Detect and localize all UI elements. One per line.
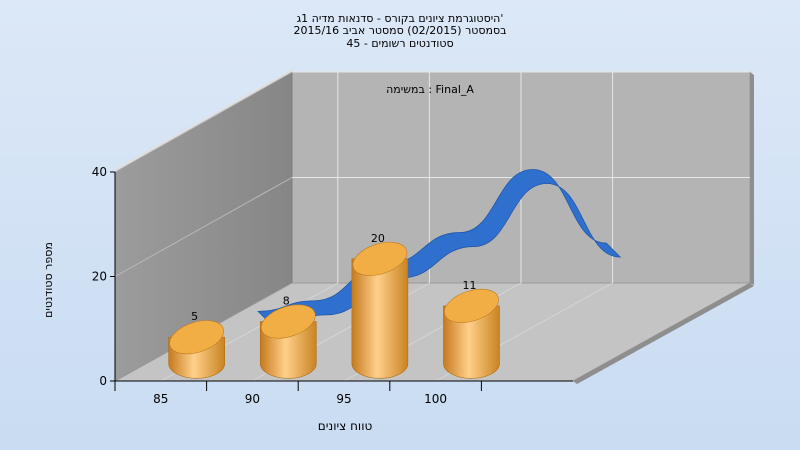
bar-body-95 [351,258,409,379]
chart-annotation: במשימה : Final_A [386,83,474,96]
x-tick-label-100: 100 [424,392,447,406]
chart-title-line-3: סטודנטים רשומים - 45 [346,37,454,50]
bar-top-85 [169,320,224,355]
x-axis-label: טווח ציונים [318,419,373,433]
bar-series: 5 8 20 11 [168,232,500,379]
bar-85 [168,320,225,379]
bar-value-label-100: 11 [462,279,476,292]
bar-top-90 [260,304,316,339]
x-tick-label-90: 90 [245,392,260,406]
y-axis-label: מספר סטודנטים [42,242,55,318]
x-tick-label-85: 85 [153,392,168,406]
back-wall-edge [750,72,754,285]
y-tick-label-20: 20 [92,270,107,284]
bar-100 [443,288,500,379]
bar-95 [351,241,409,379]
x-tick-label-95: 95 [336,392,351,406]
bar-90 [259,304,317,379]
chart-title-line-1: היסטוגרמת ציונים בקורס - סדנאות מדיה 1ג' [296,12,504,25]
bar-top-100 [444,288,499,323]
floor-edge [573,283,754,384]
bar-top-95 [352,241,408,276]
y-tick-label-0: 0 [99,374,107,388]
bar-value-label-85: 5 [191,310,198,323]
left-wall-edge [115,68,294,172]
bar-value-label-95: 20 [371,232,385,245]
y-tick-label-40: 40 [92,165,107,179]
grid-line-left-2 [114,71,293,173]
chart-title-line-2: בסמסטר (02/2015) סמסטר אביב 2015/16 [293,24,507,37]
grid-line-left-1 [114,177,293,277]
bar-value-label-90: 8 [283,295,290,308]
bar-body-100 [443,305,500,379]
